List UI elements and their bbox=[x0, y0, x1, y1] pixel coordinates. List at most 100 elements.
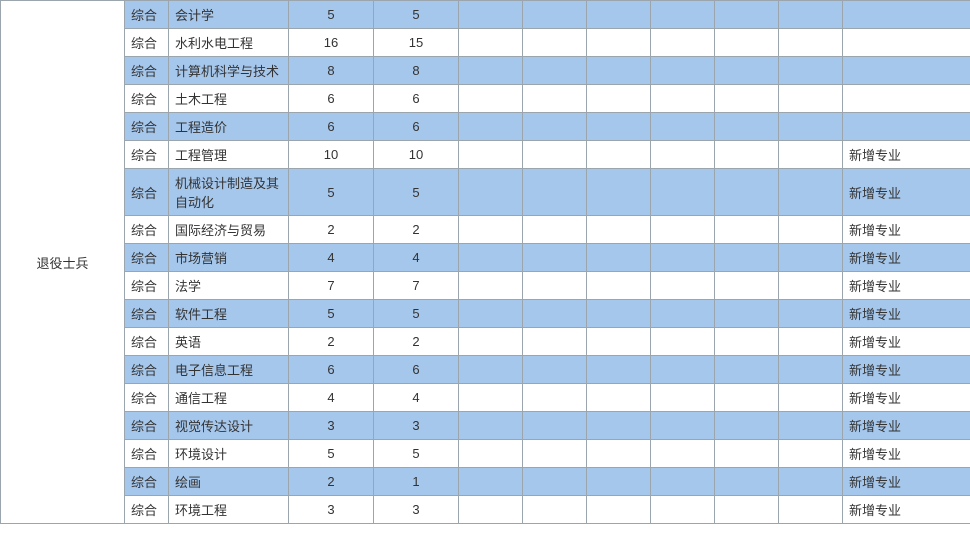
blank-cell bbox=[715, 169, 779, 216]
category-cell: 综合 bbox=[125, 113, 169, 141]
note-cell: 新增专业 bbox=[843, 216, 970, 244]
blank-cell bbox=[779, 496, 843, 524]
blank-cell bbox=[459, 440, 523, 468]
blank-cell bbox=[587, 412, 651, 440]
blank-cell bbox=[523, 384, 587, 412]
note-cell bbox=[843, 57, 970, 85]
blank-cell bbox=[715, 300, 779, 328]
blank-cell bbox=[587, 328, 651, 356]
num2-cell: 8 bbox=[374, 57, 459, 85]
blank-cell bbox=[715, 29, 779, 57]
num2-cell: 7 bbox=[374, 272, 459, 300]
blank-cell bbox=[587, 384, 651, 412]
blank-cell bbox=[459, 29, 523, 57]
major-cell: 工程造价 bbox=[169, 113, 289, 141]
blank-cell bbox=[779, 169, 843, 216]
major-cell: 软件工程 bbox=[169, 300, 289, 328]
blank-cell bbox=[779, 57, 843, 85]
blank-cell bbox=[459, 412, 523, 440]
blank-cell bbox=[651, 85, 715, 113]
num1-cell: 6 bbox=[289, 356, 374, 384]
blank-cell bbox=[587, 85, 651, 113]
note-cell: 新增专业 bbox=[843, 412, 970, 440]
blank-cell bbox=[587, 57, 651, 85]
num1-cell: 6 bbox=[289, 113, 374, 141]
num1-cell: 5 bbox=[289, 169, 374, 216]
num2-cell: 5 bbox=[374, 440, 459, 468]
major-cell: 市场营销 bbox=[169, 244, 289, 272]
blank-cell bbox=[459, 1, 523, 29]
blank-cell bbox=[651, 412, 715, 440]
blank-cell bbox=[523, 468, 587, 496]
blank-cell bbox=[779, 412, 843, 440]
category-cell: 综合 bbox=[125, 328, 169, 356]
blank-cell bbox=[523, 356, 587, 384]
category-cell: 综合 bbox=[125, 272, 169, 300]
note-cell bbox=[843, 1, 970, 29]
blank-cell bbox=[651, 384, 715, 412]
table-row: 综合市场营销44新增专业 bbox=[1, 244, 970, 272]
note-cell bbox=[843, 85, 970, 113]
note-cell: 新增专业 bbox=[843, 356, 970, 384]
blank-cell bbox=[587, 468, 651, 496]
blank-cell bbox=[779, 356, 843, 384]
category-cell: 综合 bbox=[125, 384, 169, 412]
blank-cell bbox=[651, 141, 715, 169]
blank-cell bbox=[715, 141, 779, 169]
num2-cell: 4 bbox=[374, 384, 459, 412]
num1-cell: 6 bbox=[289, 85, 374, 113]
blank-cell bbox=[651, 328, 715, 356]
blank-cell bbox=[459, 356, 523, 384]
note-cell: 新增专业 bbox=[843, 328, 970, 356]
blank-cell bbox=[587, 272, 651, 300]
blank-cell bbox=[715, 412, 779, 440]
blank-cell bbox=[523, 412, 587, 440]
num1-cell: 7 bbox=[289, 272, 374, 300]
category-cell: 综合 bbox=[125, 216, 169, 244]
num1-cell: 4 bbox=[289, 244, 374, 272]
blank-cell bbox=[651, 356, 715, 384]
blank-cell bbox=[459, 113, 523, 141]
blank-cell bbox=[523, 169, 587, 216]
num1-cell: 2 bbox=[289, 216, 374, 244]
num1-cell: 5 bbox=[289, 300, 374, 328]
category-cell: 综合 bbox=[125, 468, 169, 496]
blank-cell bbox=[715, 356, 779, 384]
major-cell: 土木工程 bbox=[169, 85, 289, 113]
num2-cell: 5 bbox=[374, 1, 459, 29]
blank-cell bbox=[715, 216, 779, 244]
num2-cell: 15 bbox=[374, 29, 459, 57]
num2-cell: 5 bbox=[374, 300, 459, 328]
blank-cell bbox=[715, 384, 779, 412]
category-cell: 综合 bbox=[125, 412, 169, 440]
data-table-wrapper: 退役士兵综合会计学55综合水利水电工程1615综合计算机科学与技术88综合土木工… bbox=[0, 0, 970, 524]
category-cell: 综合 bbox=[125, 300, 169, 328]
num2-cell: 3 bbox=[374, 496, 459, 524]
num1-cell: 4 bbox=[289, 384, 374, 412]
note-cell: 新增专业 bbox=[843, 468, 970, 496]
category-cell: 综合 bbox=[125, 85, 169, 113]
blank-cell bbox=[459, 85, 523, 113]
major-cell: 机械设计制造及其自动化 bbox=[169, 169, 289, 216]
blank-cell bbox=[715, 244, 779, 272]
num2-cell: 2 bbox=[374, 328, 459, 356]
num1-cell: 2 bbox=[289, 328, 374, 356]
major-cell: 视觉传达设计 bbox=[169, 412, 289, 440]
category-cell: 综合 bbox=[125, 169, 169, 216]
major-cell: 国际经济与贸易 bbox=[169, 216, 289, 244]
blank-cell bbox=[779, 272, 843, 300]
blank-cell bbox=[651, 29, 715, 57]
major-cell: 电子信息工程 bbox=[169, 356, 289, 384]
blank-cell bbox=[651, 300, 715, 328]
blank-cell bbox=[715, 440, 779, 468]
note-cell bbox=[843, 29, 970, 57]
category-cell: 综合 bbox=[125, 29, 169, 57]
num1-cell: 3 bbox=[289, 412, 374, 440]
table-row: 综合环境工程33新增专业 bbox=[1, 496, 970, 524]
table-row: 综合英语22新增专业 bbox=[1, 328, 970, 356]
table-row: 综合法学77新增专业 bbox=[1, 272, 970, 300]
note-cell: 新增专业 bbox=[843, 244, 970, 272]
note-cell: 新增专业 bbox=[843, 496, 970, 524]
blank-cell bbox=[715, 272, 779, 300]
note-cell: 新增专业 bbox=[843, 300, 970, 328]
